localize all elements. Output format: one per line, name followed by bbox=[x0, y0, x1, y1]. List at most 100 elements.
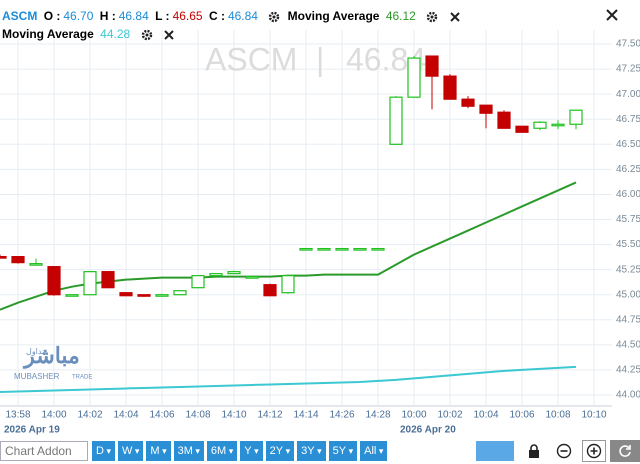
logo-latin: MUBASHER bbox=[14, 372, 60, 381]
candle-body bbox=[443, 75, 457, 100]
x-tick-label: 14:04 bbox=[113, 410, 138, 421]
range-button[interactable]: 3Y bbox=[297, 441, 326, 461]
x-tick-label: 14:26 bbox=[329, 410, 354, 421]
date-label: 2026 Apr 20 bbox=[400, 425, 456, 436]
candle-body bbox=[245, 276, 259, 279]
lock-icon[interactable] bbox=[528, 444, 540, 458]
candle-body bbox=[0, 256, 7, 259]
reset-icon bbox=[619, 445, 631, 457]
x-tick-label: 14:02 bbox=[77, 410, 102, 421]
range-button[interactable]: All bbox=[360, 441, 388, 461]
candle-body bbox=[299, 247, 313, 251]
range-button[interactable]: M bbox=[146, 441, 171, 461]
high-value: 46.84 bbox=[118, 9, 149, 23]
settings-icon[interactable] bbox=[426, 11, 438, 23]
candle-body bbox=[137, 294, 151, 297]
candle-body bbox=[29, 263, 43, 266]
reset-button[interactable] bbox=[610, 440, 640, 462]
candle-body bbox=[191, 275, 205, 289]
toolbar: Chart Addon DWM3M6MY2Y3Y5YAll bbox=[0, 440, 640, 464]
candle-body bbox=[155, 294, 169, 297]
candle-body bbox=[83, 271, 97, 296]
candle-body bbox=[515, 125, 529, 133]
candle-body bbox=[47, 266, 61, 296]
candle-body bbox=[407, 57, 421, 98]
range-button[interactable]: 2Y bbox=[265, 441, 295, 461]
x-tick-label: 14:10 bbox=[221, 410, 246, 421]
y-tick-label: 46.25 bbox=[616, 164, 640, 175]
date-label: 2026 Apr 19 bbox=[4, 425, 60, 436]
x-tick-label: 10:08 bbox=[545, 410, 570, 421]
candle-body bbox=[569, 109, 583, 125]
candle-body bbox=[263, 284, 277, 297]
candle-body bbox=[461, 98, 475, 107]
logo-arabic-small: تداول bbox=[26, 347, 44, 356]
y-tick-label: 44.25 bbox=[616, 365, 640, 376]
range-button[interactable]: Y bbox=[240, 441, 263, 461]
settings-icon[interactable] bbox=[268, 11, 280, 23]
symbol: ASCM bbox=[2, 9, 38, 23]
moving-average-line bbox=[0, 365, 577, 393]
chart: ASCM | 46.84 مباشر تداول MUBASHER TRADE … bbox=[0, 30, 640, 436]
zoom-in-icon bbox=[586, 443, 602, 459]
x-tick-label: 14:08 bbox=[185, 410, 210, 421]
candle-body bbox=[551, 123, 565, 127]
x-tick-label: 14:06 bbox=[149, 410, 174, 421]
y-tick-label: 45.00 bbox=[616, 289, 640, 300]
x-tick-label: 10:04 bbox=[473, 410, 498, 421]
y-tick-label: 46.00 bbox=[616, 189, 640, 200]
logo-arabic: مباشر bbox=[22, 343, 80, 369]
zoom-out-icon[interactable] bbox=[556, 443, 572, 459]
y-tick-label: 44.00 bbox=[616, 390, 640, 401]
x-tick-label: 10:02 bbox=[437, 410, 462, 421]
x-tick-label: 13:58 bbox=[5, 410, 30, 421]
range-button[interactable]: 6M bbox=[206, 441, 238, 461]
candle-body bbox=[227, 271, 241, 275]
legend-ma2-value: 44.28 bbox=[100, 27, 131, 41]
range-button[interactable]: 3M bbox=[173, 441, 204, 461]
y-tick-label: 45.50 bbox=[616, 239, 640, 250]
logo-latin-small: TRADE bbox=[72, 375, 92, 381]
candle-body bbox=[317, 247, 331, 251]
chart-addon-select[interactable]: Chart Addon bbox=[0, 441, 88, 461]
candle-body bbox=[335, 247, 349, 251]
zoom-in-button[interactable] bbox=[582, 440, 606, 462]
close-value: 46.84 bbox=[227, 9, 258, 23]
y-tick-label: 46.75 bbox=[616, 114, 640, 125]
watermark-symbol: ASCM bbox=[205, 41, 297, 77]
range-button[interactable]: D bbox=[92, 441, 115, 461]
x-tick-label: 10:10 bbox=[581, 410, 606, 421]
close-icon[interactable] bbox=[449, 12, 460, 22]
candle-body bbox=[119, 292, 133, 297]
y-tick-label: 45.75 bbox=[616, 214, 640, 225]
y-tick-label: 44.50 bbox=[616, 339, 640, 350]
y-tick-label: 47.25 bbox=[616, 64, 640, 75]
settings-icon[interactable] bbox=[141, 29, 153, 41]
y-tick-label: 47.00 bbox=[616, 89, 640, 100]
candle-body bbox=[425, 55, 439, 77]
candle-body bbox=[479, 104, 493, 114]
zoom-slider[interactable] bbox=[476, 441, 514, 461]
candle-body bbox=[11, 256, 25, 264]
candle-body bbox=[533, 121, 547, 129]
x-tick-label: 10:06 bbox=[509, 410, 534, 421]
close-chart-icon[interactable] bbox=[606, 9, 618, 21]
low-label: L : bbox=[155, 9, 170, 23]
range-button[interactable]: 5Y bbox=[328, 441, 358, 461]
ma2-legend: Moving Average 44.28 bbox=[2, 27, 178, 41]
y-tick-label: 44.75 bbox=[616, 314, 640, 325]
x-tick-label: 14:14 bbox=[293, 410, 318, 421]
close-icon[interactable] bbox=[164, 30, 174, 40]
candle-body bbox=[173, 290, 187, 296]
open-label: O : bbox=[43, 9, 61, 23]
y-tick-label: 45.25 bbox=[616, 264, 640, 275]
x-tick-label: 14:12 bbox=[257, 410, 282, 421]
candle-body bbox=[371, 247, 385, 251]
range-buttons: DWM3M6MY2Y3Y5YAll bbox=[92, 441, 388, 461]
candle-body bbox=[209, 273, 223, 277]
y-tick-label: 46.50 bbox=[616, 139, 640, 150]
range-button[interactable]: W bbox=[117, 441, 144, 461]
logo: مباشر تداول MUBASHER TRADE bbox=[14, 343, 92, 381]
candle-body bbox=[101, 271, 115, 289]
